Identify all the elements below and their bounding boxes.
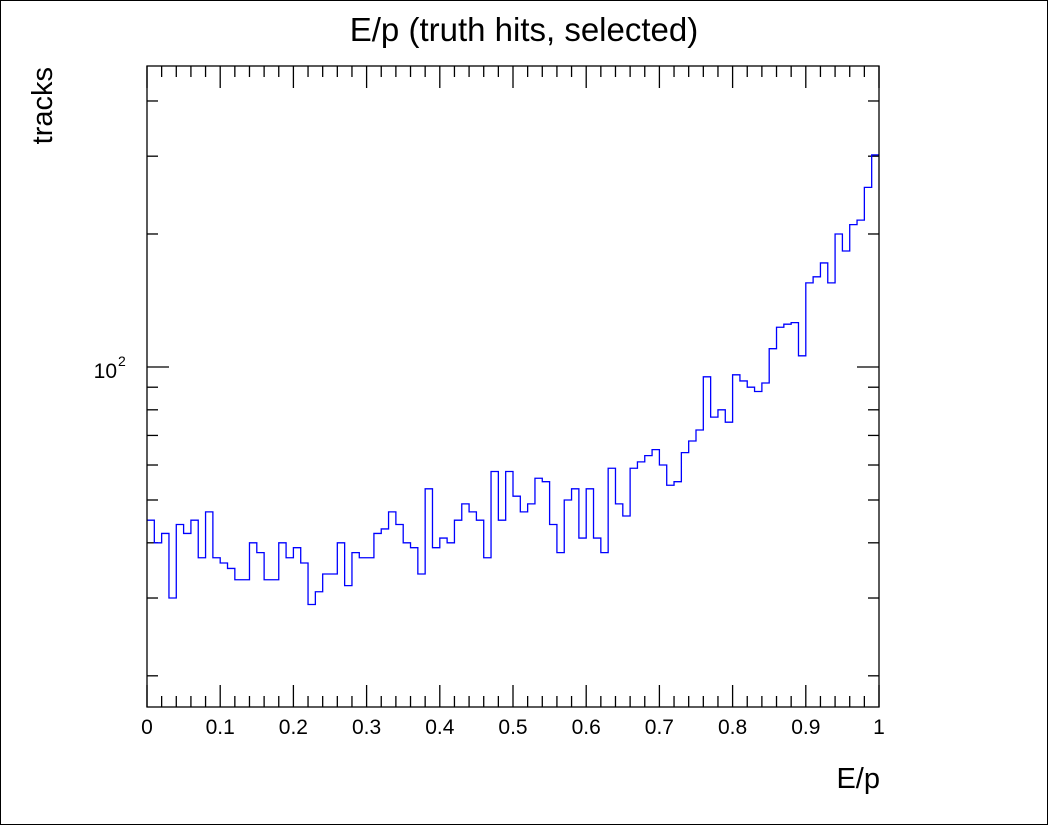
x-tick-label: 0 xyxy=(141,716,153,739)
x-tick-label: 0.9 xyxy=(791,716,820,739)
axis-ticks xyxy=(146,66,880,707)
x-axis-title: E/p xyxy=(836,763,880,795)
chart-title: E/p (truth hits, selected) xyxy=(350,11,698,48)
x-tick-label: 0.3 xyxy=(352,716,381,739)
x-tick-label: 0.7 xyxy=(645,716,674,739)
x-tick-label: 0.6 xyxy=(572,716,601,739)
x-tick-label: 1 xyxy=(873,716,885,739)
x-tick-label: 0.4 xyxy=(425,716,455,739)
y-axis-title: tracks xyxy=(27,67,59,144)
x-tick-label: 0.5 xyxy=(498,716,527,739)
axis-tick-labels: 0 0.1 0.2 0.3 0.4 0.5 0.6 0.7 0.8 0.9 1 10 2 xyxy=(94,353,885,739)
plot-frame xyxy=(146,65,880,708)
x-tick-label: 0.8 xyxy=(718,716,747,739)
x-tick-label: 0.2 xyxy=(279,716,308,739)
y-tick-label-exponent: 2 xyxy=(118,353,126,369)
histogram-series-line xyxy=(147,154,879,606)
y-tick-label: 10 xyxy=(94,360,117,383)
x-tick-label: 0.1 xyxy=(206,716,235,739)
